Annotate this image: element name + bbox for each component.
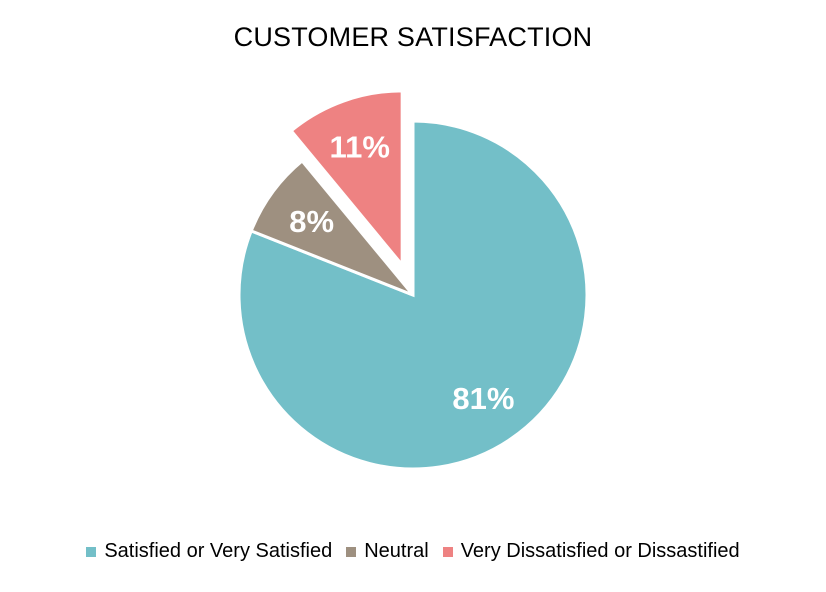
legend-label: Neutral bbox=[364, 540, 429, 562]
legend-swatch bbox=[442, 546, 453, 557]
chart-title: CUSTOMER SATISFACTION bbox=[233, 22, 593, 52]
chart-legend: Satisfied or Very Satisfied Neutral Very… bbox=[0, 540, 826, 563]
legend-label: Very Dissatisfied or Dissastified bbox=[460, 540, 740, 562]
pie-slice bbox=[249, 158, 415, 297]
legend-item: Very Dissatisfied or Dissastified bbox=[442, 540, 740, 563]
legend-label: Satisfied or Very Satisfied bbox=[104, 540, 333, 562]
legend-item: Satisfied or Very Satisfied bbox=[86, 540, 332, 563]
legend-swatch bbox=[86, 546, 97, 557]
slice-data-label: 11% bbox=[330, 130, 390, 165]
slice-data-label: 81% bbox=[452, 381, 514, 416]
legend-swatch bbox=[346, 546, 357, 557]
pie-slice bbox=[289, 89, 404, 270]
legend-item: Neutral bbox=[346, 540, 429, 563]
slice-data-label: 8% bbox=[289, 204, 334, 239]
